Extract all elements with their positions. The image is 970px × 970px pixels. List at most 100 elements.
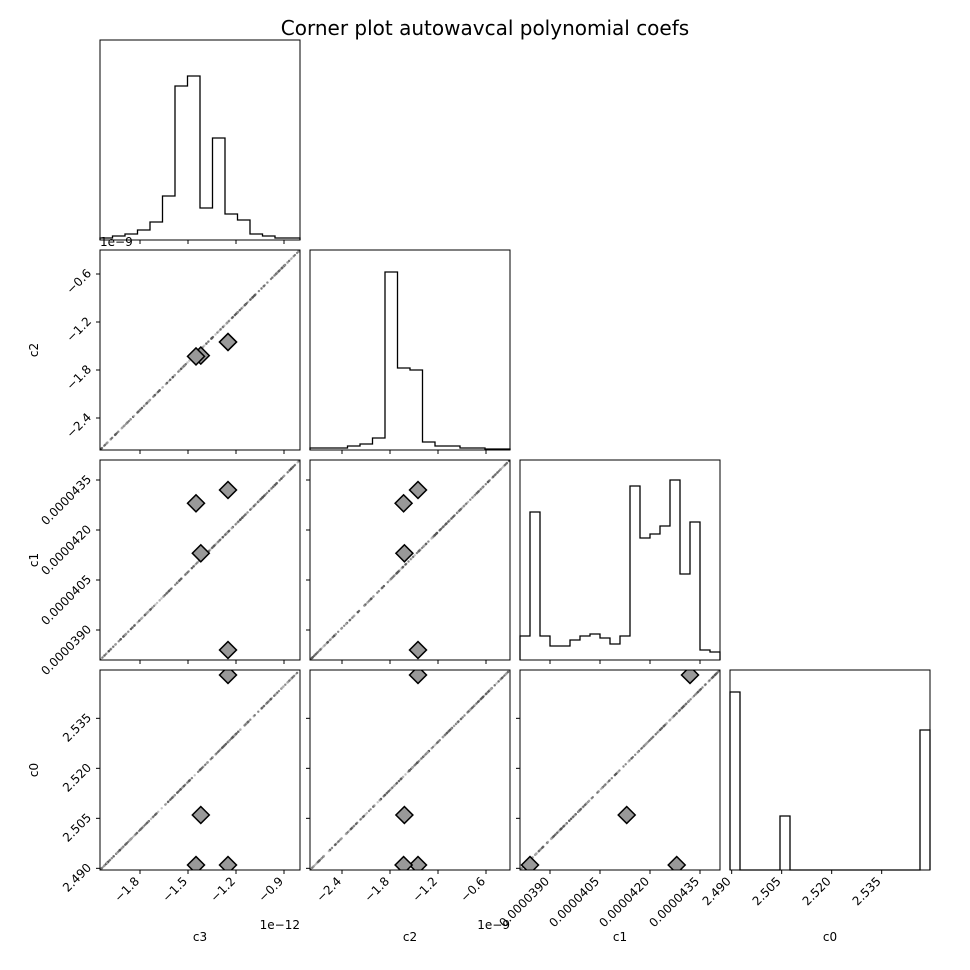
x-tick-label-c1: 0.0000405: [546, 874, 602, 930]
sample-point: [115, 851, 119, 855]
sample-point: [169, 798, 172, 801]
scatter-panel-c3-c2: [99, 249, 301, 451]
sample-point: [425, 542, 428, 545]
sample-point: [433, 744, 436, 747]
marker-diamond: [408, 855, 428, 870]
sample-point: [127, 630, 130, 633]
sample-point: [334, 632, 338, 636]
x-tick-label-c3: −1.5: [160, 874, 191, 905]
sample-point: [140, 617, 143, 620]
marker-diamond: [520, 855, 540, 870]
sample-point: [277, 689, 281, 693]
sample-point: [227, 740, 230, 743]
chart-title: Corner plot autowavcal polynomial coefs: [281, 16, 689, 40]
sample-point: [154, 812, 158, 816]
sample-point: [687, 699, 691, 703]
hist-step-c0: [729, 691, 931, 871]
sample-point: [694, 693, 697, 696]
sample-point: [500, 466, 504, 470]
sample-point: [262, 704, 266, 708]
sample-point: [475, 702, 478, 705]
x-tick-label-c2: −1.2: [410, 874, 441, 905]
sample-point: [202, 765, 205, 768]
scatter-panel-c3-c0: [99, 669, 301, 871]
sample-point: [280, 266, 284, 270]
sample-point: [245, 301, 249, 305]
sample-point: [585, 801, 589, 805]
hist-frame-c0: [729, 669, 931, 871]
panel-frame: [99, 249, 301, 451]
sample-point: [405, 562, 408, 565]
panel-frame: [99, 669, 301, 871]
sample-point: [411, 765, 415, 769]
sample-point: [701, 686, 704, 689]
hist-panel-c2: [309, 249, 511, 451]
sample-point: [103, 654, 106, 657]
sample-point: [151, 816, 154, 819]
sample-point: [337, 840, 340, 843]
y-tick-label-c1: 0.0000420: [38, 522, 94, 578]
sample-point: [129, 418, 132, 421]
sample-point: [427, 540, 430, 543]
sample-point: [640, 746, 644, 750]
sample-point: [213, 544, 216, 547]
sample-point: [455, 721, 459, 725]
sample-point: [286, 681, 289, 684]
sample-point: [315, 652, 318, 655]
sample-point: [155, 392, 158, 395]
sample-point: [435, 531, 439, 535]
y-axis-label-c0: c0: [27, 763, 41, 777]
sample-point: [102, 864, 106, 868]
sample-point: [311, 656, 314, 659]
sample-point: [106, 441, 109, 444]
sample-point: [295, 251, 299, 255]
sample-point: [699, 688, 702, 691]
sample-point: [466, 500, 470, 504]
sample-point: [404, 773, 407, 776]
sample-point: [291, 466, 294, 469]
sample-point: [112, 645, 115, 648]
x-tick-label-c1: 0.0000390: [496, 874, 552, 930]
sample-point: [556, 831, 559, 834]
sample-point: [284, 683, 287, 686]
panel-content: [100, 460, 300, 660]
x-offset-text-c3: 1e−12: [260, 918, 300, 932]
sample-point: [188, 779, 191, 782]
sample-point: [617, 770, 620, 773]
sample-point: [132, 414, 136, 418]
scatter-panel-c2-c1: [309, 459, 511, 661]
hist-step-c1: [519, 479, 721, 660]
sample-point: [356, 611, 359, 614]
sample-point: [496, 471, 499, 474]
sample-point: [438, 739, 441, 742]
y-tick-label-c0: 2.505: [60, 811, 94, 845]
sample-point: [221, 536, 224, 539]
y-tick-label-c1: 0.0000390: [38, 622, 94, 678]
sample-point: [190, 776, 194, 780]
sample-point: [691, 696, 694, 699]
sample-point: [220, 746, 224, 750]
sample-point: [125, 842, 128, 845]
sample-point: [382, 584, 386, 588]
y-axis-label-c1: c1: [27, 553, 41, 567]
sample-point: [145, 402, 148, 405]
sample-point: [659, 728, 662, 731]
sample-point: [126, 840, 130, 844]
sample-point: [604, 783, 607, 786]
x-tick-label-c1: 0.0000420: [596, 874, 652, 930]
x-tick-label-c1: 0.0000435: [646, 874, 702, 930]
sample-point: [343, 624, 346, 627]
sample-point: [154, 603, 157, 606]
sample-point: [600, 786, 604, 790]
sample-point: [463, 714, 466, 717]
hist-frame-c2: [309, 249, 511, 451]
sample-point: [329, 638, 332, 641]
sample-point: [614, 772, 618, 776]
sample-point: [180, 786, 184, 790]
sample-point: [322, 645, 325, 648]
panel-frame: [309, 669, 511, 871]
x-offset-text-c2: 1e−9: [477, 918, 510, 932]
sample-point: [430, 747, 433, 750]
sample-point: [125, 422, 128, 425]
sample-point: [571, 816, 574, 819]
